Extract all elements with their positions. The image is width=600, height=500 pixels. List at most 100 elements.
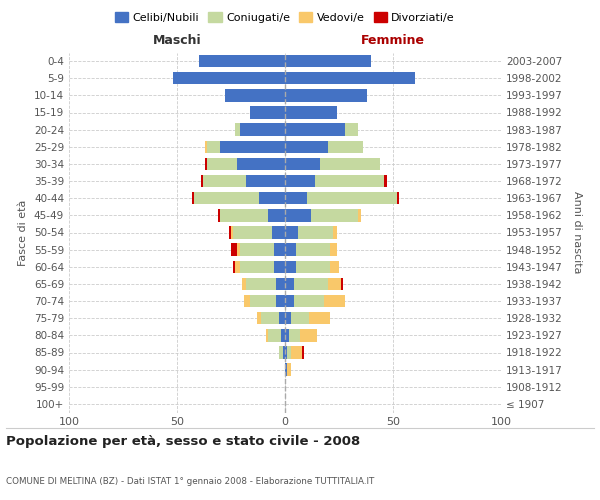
Bar — [205, 158, 207, 170]
Bar — [259, 192, 285, 204]
Bar — [358, 209, 361, 222]
Bar — [285, 175, 315, 187]
Bar — [285, 192, 307, 204]
Bar — [302, 346, 304, 358]
Bar — [285, 226, 298, 238]
Bar — [287, 346, 292, 358]
Bar — [281, 329, 285, 342]
Bar — [220, 209, 268, 222]
Bar — [268, 329, 281, 342]
Bar — [296, 260, 331, 273]
Bar — [293, 295, 324, 307]
Bar — [285, 124, 346, 136]
Bar — [309, 312, 331, 324]
Bar — [285, 260, 296, 273]
Bar — [250, 106, 285, 118]
Bar — [192, 192, 194, 204]
Bar — [231, 244, 238, 256]
Bar — [246, 175, 285, 187]
Bar — [257, 312, 261, 324]
Bar — [277, 295, 285, 307]
Bar — [239, 260, 274, 273]
Bar — [207, 140, 220, 153]
Bar — [292, 346, 302, 358]
Bar — [307, 192, 397, 204]
Text: COMUNE DI MELTINA (BZ) - Dati ISTAT 1° gennaio 2008 - Elaborazione TUTTITALIA.IT: COMUNE DI MELTINA (BZ) - Dati ISTAT 1° g… — [6, 477, 374, 486]
Bar — [285, 295, 293, 307]
Bar — [292, 312, 309, 324]
Bar — [238, 158, 285, 170]
Bar — [331, 244, 337, 256]
Y-axis label: Anni di nascita: Anni di nascita — [572, 191, 582, 274]
Bar — [235, 260, 239, 273]
Bar — [341, 278, 343, 290]
Bar — [199, 55, 285, 67]
Bar — [203, 175, 246, 187]
Bar — [324, 295, 346, 307]
Bar — [285, 244, 296, 256]
Bar — [278, 312, 285, 324]
Bar — [331, 260, 339, 273]
Bar — [274, 244, 285, 256]
Bar — [300, 329, 317, 342]
Bar — [277, 278, 285, 290]
Bar — [239, 124, 285, 136]
Bar — [289, 329, 300, 342]
Bar — [328, 140, 363, 153]
Bar — [244, 295, 250, 307]
Bar — [332, 226, 337, 238]
Bar — [233, 226, 272, 238]
Bar — [233, 260, 235, 273]
Bar — [293, 278, 328, 290]
Y-axis label: Fasce di età: Fasce di età — [19, 200, 28, 266]
Text: Popolazione per età, sesso e stato civile - 2008: Popolazione per età, sesso e stato civil… — [6, 434, 360, 448]
Bar — [346, 124, 358, 136]
Bar — [239, 244, 274, 256]
Bar — [285, 364, 287, 376]
Bar — [328, 278, 341, 290]
Bar — [246, 278, 277, 290]
Bar — [285, 55, 371, 67]
Bar — [285, 346, 287, 358]
Bar — [298, 226, 332, 238]
Bar — [285, 209, 311, 222]
Bar — [320, 158, 380, 170]
Text: Maschi: Maschi — [152, 34, 202, 48]
Bar — [218, 209, 220, 222]
Text: Femmine: Femmine — [361, 34, 425, 48]
Bar — [242, 278, 246, 290]
Bar — [261, 312, 278, 324]
Bar — [268, 209, 285, 222]
Bar — [278, 346, 283, 358]
Bar — [287, 364, 292, 376]
Bar — [315, 175, 385, 187]
Bar — [283, 346, 285, 358]
Bar — [238, 244, 239, 256]
Bar — [266, 329, 268, 342]
Bar — [220, 140, 285, 153]
Bar — [311, 209, 358, 222]
Bar — [224, 89, 285, 102]
Bar — [201, 175, 203, 187]
Bar — [397, 192, 400, 204]
Bar — [296, 244, 331, 256]
Bar — [235, 124, 239, 136]
Legend: Celibi/Nubili, Coniugati/e, Vedovi/e, Divorziati/e: Celibi/Nubili, Coniugati/e, Vedovi/e, Di… — [110, 8, 460, 28]
Bar — [274, 260, 285, 273]
Bar — [285, 106, 337, 118]
Bar — [205, 140, 207, 153]
Bar — [285, 158, 320, 170]
Bar — [250, 295, 277, 307]
Bar — [385, 175, 386, 187]
Bar — [285, 89, 367, 102]
Bar — [285, 72, 415, 85]
Bar — [285, 329, 289, 342]
Bar — [194, 192, 259, 204]
Bar — [207, 158, 238, 170]
Bar — [285, 312, 292, 324]
Bar — [231, 226, 233, 238]
Bar — [285, 140, 328, 153]
Bar — [173, 72, 285, 85]
Bar — [285, 278, 293, 290]
Bar — [272, 226, 285, 238]
